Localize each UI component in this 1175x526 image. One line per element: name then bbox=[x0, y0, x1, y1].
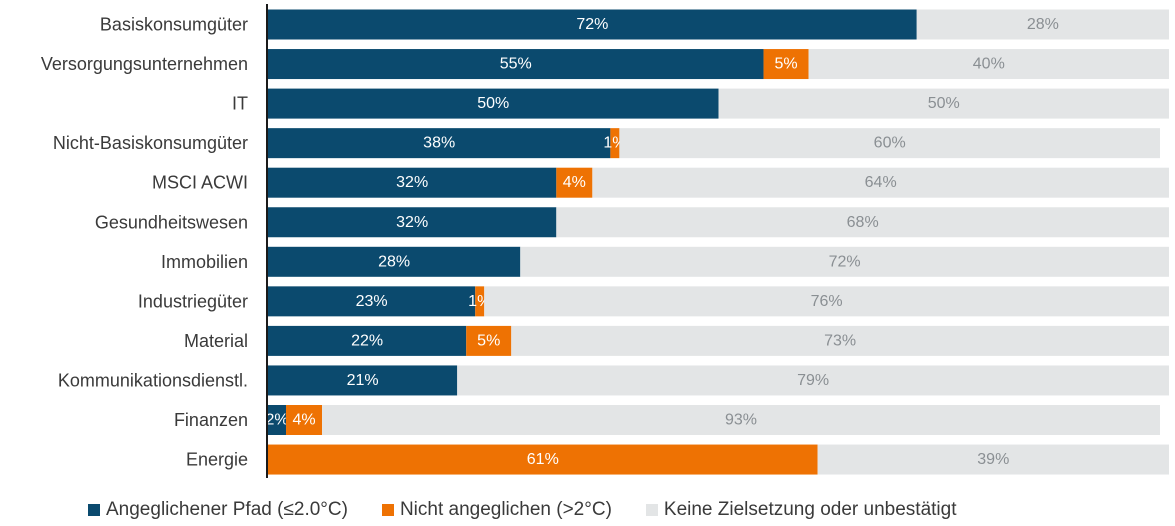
data-label-energie-series-1: 61% bbox=[527, 451, 559, 468]
bar-msci-acwi-series-0 bbox=[268, 167, 557, 198]
category-label-kommunikationsdienstl: Kommunikationsdienstl. bbox=[58, 370, 248, 390]
data-label-versorgungsunternehmen-series-0: 55% bbox=[500, 56, 532, 73]
category-label-it: IT bbox=[232, 94, 248, 114]
legend-swatch-not-aligned bbox=[381, 504, 394, 516]
bar-versorgungsunternehmen-series-0 bbox=[268, 49, 764, 80]
bar-industrieg-ter-series-1 bbox=[475, 286, 485, 317]
legend-label-not-aligned: Nicht angeglichen (>2°C) bbox=[399, 499, 612, 520]
category-label-versorgungsunternehmen: Versorgungsunternehmen bbox=[41, 54, 248, 74]
bar-nicht-basiskonsumg-ter-series-1 bbox=[610, 128, 620, 159]
legend: Angeglichener Pfad (≤2.0°C) Nicht angegl… bbox=[88, 497, 957, 523]
data-label-versorgungsunternehmen-series-1: 5% bbox=[775, 56, 798, 73]
bar-msci-acwi-series-1 bbox=[556, 167, 593, 198]
data-label-material-series-1: 5% bbox=[477, 332, 500, 349]
data-label-msci-acwi-series-1: 4% bbox=[563, 174, 586, 191]
data-label-msci-acwi-series-0: 32% bbox=[396, 174, 428, 191]
bar-it-series-2 bbox=[718, 88, 1169, 119]
data-label-msci-acwi-series-2: 64% bbox=[865, 174, 897, 191]
legend-label-aligned: Angeglichener Pfad (≤2.0°C) bbox=[106, 499, 348, 520]
bar-energie-series-1 bbox=[268, 444, 818, 475]
data-label-it-series-2: 50% bbox=[928, 95, 960, 112]
data-label-material-series-2: 73% bbox=[824, 332, 856, 349]
data-label-energie-series-2: 39% bbox=[977, 451, 1009, 468]
bars-layer: 72% 28%55% 5% 40%50% 50%38% 1% 60%32% 4% 64%32% 6… bbox=[265, 9, 1170, 475]
bar-finanzen-series-0 bbox=[268, 405, 287, 435]
data-label-nicht-basiskonsumg-ter-series-2: 60% bbox=[874, 135, 906, 152]
category-label-gesundheitswesen: Gesundheitswesen bbox=[95, 212, 248, 232]
data-label-gesundheitswesen-series-2: 68% bbox=[847, 214, 879, 231]
bar-material-series-1 bbox=[466, 325, 512, 356]
data-label-material-series-0: 22% bbox=[351, 332, 383, 349]
legend-swatch-no-target bbox=[645, 504, 658, 516]
bar-finanzen-series-1 bbox=[286, 405, 323, 435]
category-label-material: Material bbox=[184, 331, 248, 351]
bar-msci-acwi-series-2 bbox=[592, 167, 1169, 198]
category-label-immobilien: Immobilien bbox=[161, 252, 248, 272]
category-label-nicht-basiskonsumg-ter: Nicht-Basiskonsumgüter bbox=[53, 133, 248, 153]
data-label-industrieg-ter-series-2: 76% bbox=[811, 293, 843, 310]
bar-nicht-basiskonsumg-ter-series-2 bbox=[619, 128, 1160, 159]
bar-basiskonsumg-ter-series-0 bbox=[268, 9, 917, 40]
data-label-versorgungsunternehmen-series-2: 40% bbox=[973, 56, 1005, 73]
bar-industrieg-ter-series-2 bbox=[484, 286, 1169, 317]
bar-energie-series-2 bbox=[817, 444, 1169, 475]
data-label-it-series-0: 50% bbox=[477, 95, 509, 112]
category-label-basiskonsumg-ter: Basiskonsumgüter bbox=[100, 15, 248, 35]
bar-basiskonsumg-ter-series-2 bbox=[916, 9, 1169, 40]
data-label-nicht-basiskonsumg-ter-series-0: 38% bbox=[423, 135, 455, 152]
bar-versorgungsunternehmen-series-1 bbox=[763, 49, 809, 80]
data-label-finanzen-series-2: 93% bbox=[725, 412, 757, 429]
category-label-finanzen: Finanzen bbox=[174, 410, 248, 430]
bar-it-series-0 bbox=[268, 88, 719, 119]
category-label-energie: Energie bbox=[186, 450, 248, 470]
data-label-basiskonsumg-ter-series-0: 72% bbox=[576, 16, 608, 33]
bar-industrieg-ter-series-0 bbox=[268, 286, 476, 317]
legend-item-not-aligned: Nicht angeglichen (>2°C) bbox=[381, 497, 612, 523]
bar-finanzen-series-2 bbox=[322, 405, 1160, 435]
category-labels: Basiskonsumgüter Versorgungsunternehmen IT… bbox=[41, 15, 248, 470]
category-label-msci-acwi: MSCI ACWI bbox=[152, 173, 248, 193]
category-label-industrieg-ter: Industriegüter bbox=[138, 291, 248, 311]
data-label-finanzen-series-1: 4% bbox=[292, 412, 315, 429]
bar-kommunikationsdienstl-series-2 bbox=[457, 365, 1170, 396]
legend-swatch-aligned bbox=[88, 504, 100, 516]
bar-immobilien-series-0 bbox=[268, 246, 521, 277]
legend-label-no-target: Keine Zielsetzung oder unbestätigt bbox=[663, 499, 957, 520]
data-label-kommunikationsdienstl-series-0: 21% bbox=[347, 372, 379, 389]
data-label-basiskonsumg-ter-series-2: 28% bbox=[1027, 16, 1059, 33]
bar-nicht-basiskonsumg-ter-series-0 bbox=[268, 128, 611, 159]
data-label-kommunikationsdienstl-series-2: 79% bbox=[797, 372, 829, 389]
bar-gesundheitswesen-series-0 bbox=[268, 207, 557, 238]
data-label-gesundheitswesen-series-0: 32% bbox=[396, 214, 428, 231]
data-label-immobilien-series-0: 28% bbox=[378, 253, 410, 270]
bar-versorgungsunternehmen-series-2 bbox=[808, 49, 1169, 80]
bar-gesundheitswesen-series-2 bbox=[556, 207, 1169, 238]
data-label-finanzen-series-0: 2% bbox=[265, 412, 288, 429]
legend-item-no-target: Keine Zielsetzung oder unbestätigt bbox=[645, 497, 957, 523]
bar-immobilien-series-2 bbox=[520, 246, 1169, 277]
bar-material-series-2 bbox=[511, 325, 1169, 356]
bar-material-series-0 bbox=[268, 325, 467, 356]
data-label-immobilien-series-2: 72% bbox=[829, 253, 861, 270]
data-label-industrieg-ter-series-0: 23% bbox=[356, 293, 388, 310]
legend-item-aligned: Angeglichener Pfad (≤2.0°C) bbox=[88, 497, 348, 523]
bar-kommunikationsdienstl-series-0 bbox=[268, 365, 458, 396]
